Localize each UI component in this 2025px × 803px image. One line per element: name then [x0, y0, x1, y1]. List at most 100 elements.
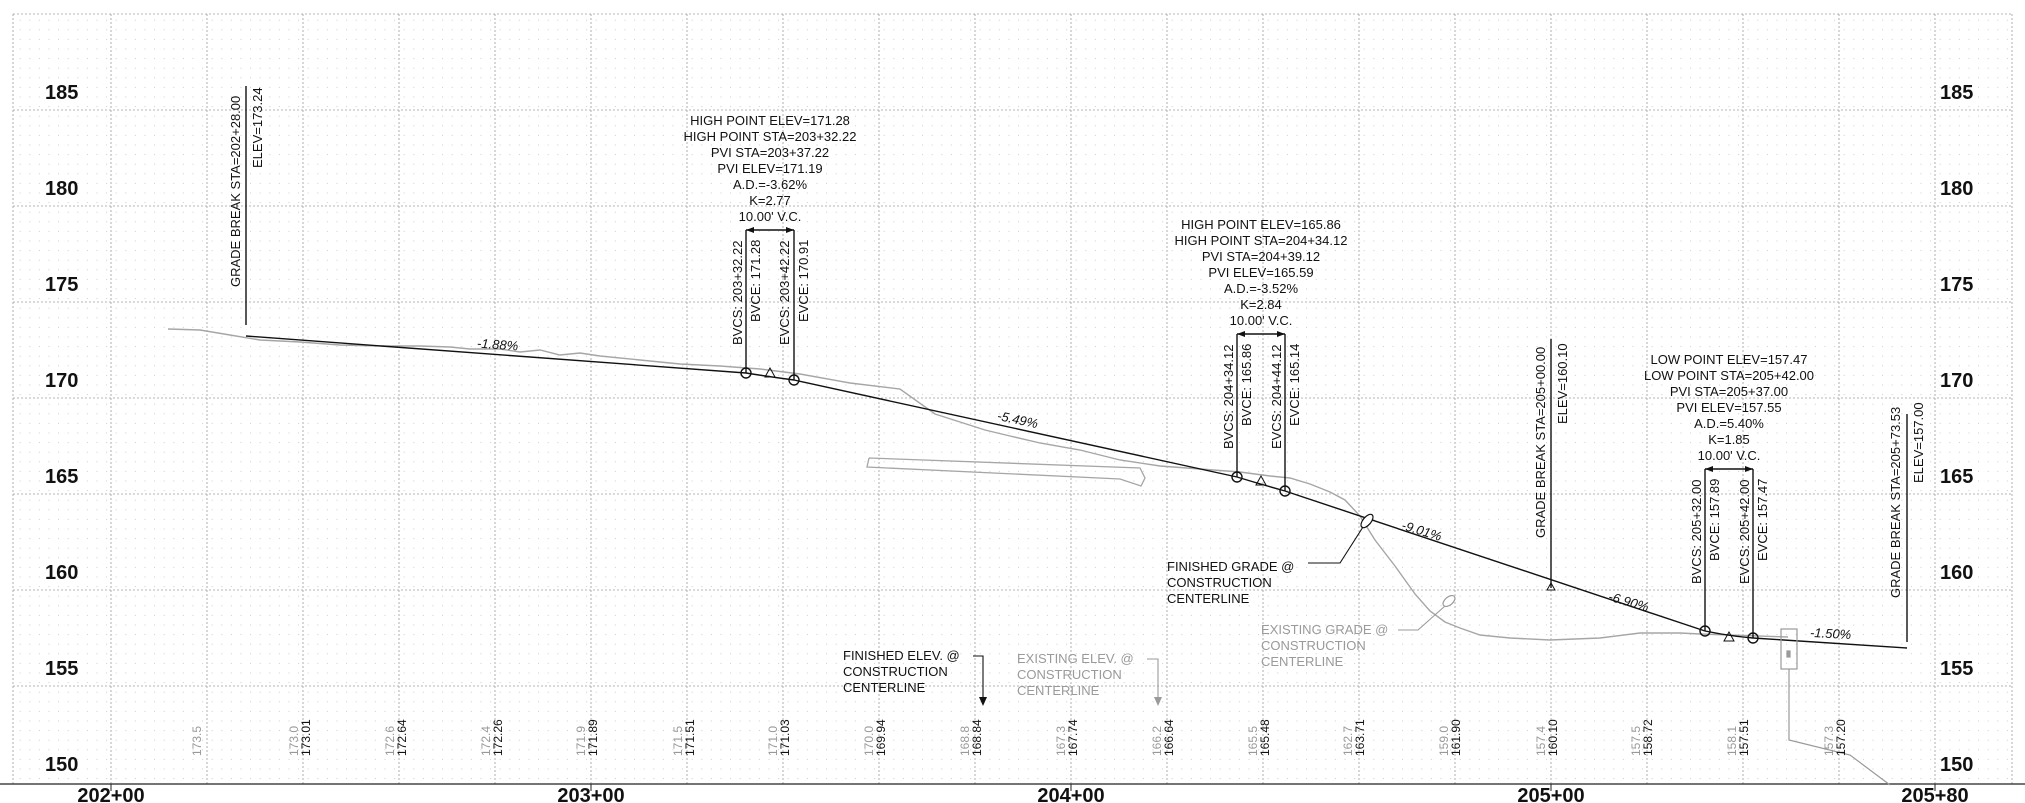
vc-info-line: 10.00' V.C. [1698, 448, 1761, 463]
vc-bvcs-label: BVCS: 203+32.22 [730, 241, 745, 345]
callout-line: CENTERLINE [843, 680, 926, 695]
existing-elev-value: 171.5 [671, 726, 685, 756]
finished-elev-value: 168.84 [970, 719, 984, 756]
existing-elev-value: 172.4 [479, 726, 493, 756]
callout-line: FINISHED ELEV. @ [843, 648, 960, 663]
drain-structure [1780, 628, 1891, 786]
callout-line: CONSTRUCTION [1167, 575, 1272, 590]
finished-elev-value: 157.20 [1834, 719, 1848, 756]
vc-info-line: PVI STA=203+37.22 [711, 145, 829, 160]
existing-elev-value: 167.3 [1054, 726, 1068, 756]
vertical-curve-2: HIGH POINT ELEV=165.86 HIGH POINT STA=20… [1175, 217, 1347, 497]
callout-line: EXISTING GRADE @ [1261, 622, 1388, 637]
vc-evcs-label: EVCS: 205+42.00 [1737, 480, 1752, 584]
grade-break-sta-label: GRADE BREAK STA=202+28.00 [228, 96, 243, 287]
existing-elev-value: 159.0 [1437, 726, 1451, 756]
finished-elev-value: 166.64 [1162, 719, 1176, 756]
vc-evcs-label: EVCS: 204+44.12 [1269, 345, 1284, 449]
grade-break-markers [245, 86, 1908, 642]
elev-label: 180 [45, 178, 78, 200]
grade-break-elev-label: ELEV=160.10 [1555, 343, 1570, 424]
existing-elev-value: 166.2 [1150, 726, 1164, 756]
vc-info-line: PVI ELEV=165.59 [1208, 265, 1313, 280]
finished-elev-value: 171.51 [683, 719, 697, 756]
callout-line: CONSTRUCTION [1017, 667, 1122, 682]
existing-elev-value: 162.7 [1341, 726, 1355, 756]
finished-grade-callout: FINISHED GRADE @ CONSTRUCTION CENTERLINE [1167, 513, 1374, 606]
station-label: 205+80 [1901, 785, 1968, 803]
callout-line: CONSTRUCTION [843, 664, 948, 679]
finished-elev-value: 173.01 [299, 719, 313, 756]
grade-label: -1.50% [1810, 625, 1852, 642]
existing-elev-value: 157.4 [1534, 726, 1548, 756]
grade-label: -1.88% [477, 336, 519, 354]
callout-line: FINISHED GRADE @ [1167, 559, 1294, 574]
existing-elev-callout: EXISTING ELEV. @ CONSTRUCTION CENTERLINE [1017, 651, 1162, 706]
grade-break-elev-label: ELEV=173.24 [250, 87, 265, 168]
existing-elev-value: 173.5 [190, 726, 204, 756]
grade-break-sta-label: GRADE BREAK STA=205+00.00 [1533, 347, 1548, 538]
station-label: 204+00 [1037, 785, 1104, 803]
vc-info-line: PVI STA=205+37.00 [1670, 384, 1788, 399]
vc-evcs-label: EVCS: 203+42.22 [777, 241, 792, 345]
vc-info-line: PVI ELEV=171.19 [717, 161, 822, 176]
callout-line: EXISTING ELEV. @ [1017, 651, 1134, 666]
vc-bvce-label: BVCE: 171.28 [748, 240, 763, 322]
existing-elev-value: 165.5 [1246, 726, 1260, 756]
callout-line: CENTERLINE [1261, 654, 1344, 669]
vc-bvcs-label: BVCS: 204+34.12 [1221, 345, 1236, 449]
elev-label: 150 [45, 754, 78, 776]
finished-elev-value: 171.03 [778, 719, 792, 756]
profile-grid [0, 13, 2025, 785]
grade-break-sta-label: GRADE BREAK STA=205+73.53 [1888, 407, 1903, 598]
elev-label: 165 [45, 466, 78, 488]
elev-label: 175 [45, 274, 78, 296]
existing-grade-callout: EXISTING GRADE @ CONSTRUCTION CENTERLINE [1261, 594, 1456, 669]
elev-label: 160 [1940, 562, 1973, 584]
vc-info-line: A.D.=-3.62% [733, 177, 808, 192]
vc-bvcs-label: BVCS: 205+32.00 [1689, 480, 1704, 584]
vc-info-line: K=1.85 [1708, 432, 1750, 447]
vc-evce-label: EVCE: 170.91 [796, 240, 811, 322]
elev-label: 170 [1940, 370, 1973, 392]
existing-elev-value: 168.8 [958, 726, 972, 756]
vc-info-line: HIGH POINT ELEV=171.28 [690, 113, 850, 128]
vc-info-line: LOW POINT ELEV=157.47 [1651, 352, 1808, 367]
vc-info-line: HIGH POINT STA=203+32.22 [684, 129, 857, 144]
vc-bvce-label: BVCE: 165.86 [1239, 344, 1254, 426]
vc-evce-label: EVCE: 157.47 [1755, 479, 1770, 561]
vc-evce-label: EVCE: 165.14 [1287, 344, 1302, 426]
existing-elev-value: 173.0 [287, 726, 301, 756]
finished-elev-value: 160.10 [1546, 719, 1560, 756]
existing-elev-value: 170.0 [862, 726, 876, 756]
station-label: 203+00 [557, 785, 624, 803]
finished-elev-value: 172.64 [395, 719, 409, 756]
vc-info-line: HIGH POINT ELEV=165.86 [1181, 217, 1341, 232]
vc-info-line: K=2.84 [1240, 297, 1282, 312]
elevation-axis-left: 185 180 175 170 165 160 155 150 [45, 82, 78, 776]
vertical-curve-3: LOW POINT ELEV=157.47 LOW POINT STA=205+… [1644, 352, 1814, 644]
finished-elev-value: 158.72 [1641, 719, 1655, 756]
vertical-curve-1: HIGH POINT ELEV=171.28 HIGH POINT STA=20… [684, 113, 857, 386]
elev-label: 170 [45, 370, 78, 392]
finished-elev-value: 172.26 [491, 719, 505, 756]
finished-elev-value: 171.89 [586, 719, 600, 756]
existing-elev-value: 172.6 [383, 726, 397, 756]
finished-elev-value: 165.48 [1258, 719, 1272, 756]
existing-elev-value: 171.0 [766, 726, 780, 756]
elev-label: 175 [1940, 274, 1973, 296]
elev-label: 185 [45, 82, 78, 104]
elev-label: 155 [1940, 658, 1973, 680]
station-label: 205+00 [1517, 785, 1584, 803]
vc-info-line: PVI STA=204+39.12 [1202, 249, 1320, 264]
finished-elev-value: 163.71 [1353, 719, 1367, 756]
callout-line: CENTERLINE [1167, 591, 1250, 606]
existing-elev-value: 157.3 [1822, 726, 1836, 756]
existing-elev-value: 157.5 [1629, 726, 1643, 756]
callout-line: CONSTRUCTION [1261, 638, 1366, 653]
finished-elev-value: 161.90 [1449, 719, 1463, 756]
finished-elev-value: 169.94 [874, 719, 888, 756]
elev-label: 150 [1940, 754, 1973, 776]
finished-elev-callout: FINISHED ELEV. @ CONSTRUCTION CENTERLINE [843, 648, 987, 706]
